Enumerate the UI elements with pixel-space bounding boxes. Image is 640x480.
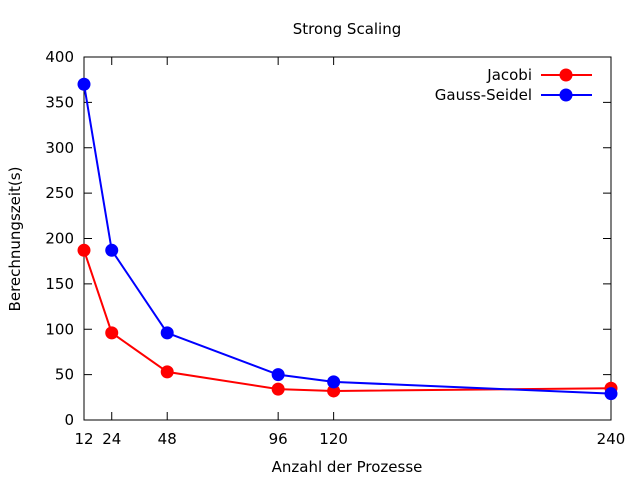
x-tick-label: 12 [74,430,93,448]
series-line [83,84,612,395]
data-point [77,243,91,257]
legend-swatch-marker [559,88,573,102]
x-tick-label: 96 [269,430,288,448]
chart-title: Strong Scaling [293,20,402,38]
data-point [105,326,119,340]
y-tick-label: 400 [45,48,74,66]
series-line [83,249,612,392]
data-point [160,365,174,379]
legend-swatch-marker [559,68,573,82]
y-tick-label: 250 [45,184,74,202]
x-axis-title: Anzahl der Prozesse [272,458,423,476]
data-point [327,375,341,389]
y-tick-label: 150 [45,275,74,293]
legend: Jacobi Gauss-Seidel [435,66,592,104]
plot-area [83,56,612,421]
y-tick-label: 50 [55,366,74,384]
data-point [604,387,618,401]
y-axis-title: Berechnungszeit(s) [6,167,24,312]
y-tick-label: 300 [45,139,74,157]
y-tick-label: 200 [45,230,74,248]
legend-label: Gauss-Seidel [435,86,532,104]
x-tick-label: 240 [597,430,626,448]
series-gauss-seidel [77,77,618,401]
plot-border [83,56,612,421]
data-point [327,384,341,398]
x-tick-label: 48 [158,430,177,448]
y-tick-label: 100 [45,320,74,338]
y-tick-label: 350 [45,93,74,111]
series-layer [77,77,618,401]
legend-label: Jacobi [486,66,532,84]
data-point [271,382,285,396]
y-axis: 0 50 100 150 200 250 300 350 400 [45,48,611,429]
y-tick-label: 0 [64,411,74,429]
data-point [271,368,285,382]
x-tick-label: 120 [319,430,348,448]
data-point [105,243,119,257]
data-point [160,326,174,340]
x-axis: 12 24 48 96 120 240 [74,57,625,448]
data-point [77,77,91,91]
x-tick-label: 24 [102,430,121,448]
